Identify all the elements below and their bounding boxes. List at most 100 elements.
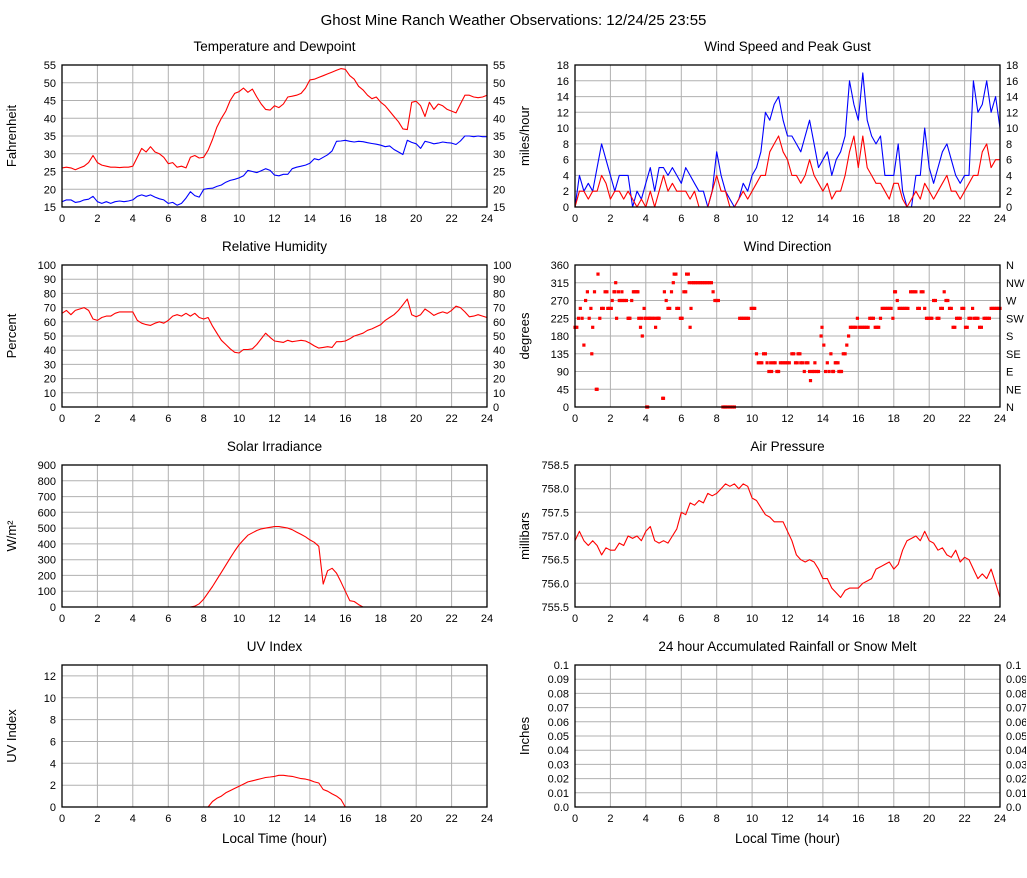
svg-text:300: 300 xyxy=(38,555,56,567)
svg-text:8: 8 xyxy=(714,413,720,425)
svg-text:700: 700 xyxy=(38,492,56,504)
svg-text:0: 0 xyxy=(50,402,56,414)
svg-text:12: 12 xyxy=(268,813,280,825)
svg-text:20: 20 xyxy=(493,374,505,386)
svg-text:55: 55 xyxy=(493,60,505,72)
svg-text:0.0: 0.0 xyxy=(554,802,569,814)
svg-text:757.5: 757.5 xyxy=(541,507,569,519)
svg-text:4: 4 xyxy=(1006,170,1012,182)
svg-text:70: 70 xyxy=(44,303,56,315)
svg-text:6: 6 xyxy=(165,413,171,425)
svg-text:Relative Humidity: Relative Humidity xyxy=(222,239,327,254)
svg-text:225: 225 xyxy=(551,313,569,325)
svg-text:0.04: 0.04 xyxy=(1006,745,1026,757)
svg-text:30: 30 xyxy=(44,149,56,161)
svg-text:18: 18 xyxy=(888,413,900,425)
svg-text:45: 45 xyxy=(557,384,569,396)
svg-text:12: 12 xyxy=(781,413,793,425)
svg-text:24: 24 xyxy=(994,813,1006,825)
svg-text:2: 2 xyxy=(50,780,56,792)
svg-text:18: 18 xyxy=(375,613,387,625)
svg-text:757.0: 757.0 xyxy=(541,531,569,543)
svg-text:60: 60 xyxy=(493,317,505,329)
svg-text:10: 10 xyxy=(44,388,56,400)
svg-text:50: 50 xyxy=(44,78,56,90)
svg-text:0: 0 xyxy=(572,213,578,225)
svg-text:60: 60 xyxy=(44,317,56,329)
chart-cell-wind-speed-gust: Wind Speed and Peak Gust 0 0 2 2 4 4 6 6 8 8 10 10 12… xyxy=(513,35,1026,235)
svg-text:N: N xyxy=(1006,260,1014,272)
svg-text:2: 2 xyxy=(94,813,100,825)
svg-text:18: 18 xyxy=(557,60,569,72)
svg-text:758.5: 758.5 xyxy=(541,460,569,472)
svg-text:18: 18 xyxy=(1006,60,1018,72)
svg-text:10: 10 xyxy=(233,813,245,825)
svg-text:0: 0 xyxy=(59,613,65,625)
svg-text:0: 0 xyxy=(493,402,499,414)
svg-text:UV Index: UV Index xyxy=(247,639,303,654)
svg-text:18: 18 xyxy=(888,613,900,625)
svg-text:200: 200 xyxy=(38,570,56,582)
svg-text:90: 90 xyxy=(44,274,56,286)
svg-text:4: 4 xyxy=(50,758,56,770)
svg-text:SE: SE xyxy=(1006,349,1021,361)
svg-text:24: 24 xyxy=(481,213,493,225)
svg-text:40: 40 xyxy=(44,345,56,357)
svg-text:0.01: 0.01 xyxy=(1006,788,1026,800)
svg-text:Local Time (hour): Local Time (hour) xyxy=(222,831,327,846)
svg-text:6: 6 xyxy=(165,813,171,825)
svg-text:756.5: 756.5 xyxy=(541,555,569,567)
svg-text:8: 8 xyxy=(563,139,569,151)
svg-text:20: 20 xyxy=(410,213,422,225)
svg-text:Wind Speed and Peak Gust: Wind Speed and Peak Gust xyxy=(704,39,871,54)
svg-text:4: 4 xyxy=(643,413,649,425)
svg-text:90: 90 xyxy=(493,274,505,286)
svg-text:24: 24 xyxy=(481,413,493,425)
svg-text:35: 35 xyxy=(44,131,56,143)
svg-text:22: 22 xyxy=(958,813,970,825)
svg-text:12: 12 xyxy=(781,613,793,625)
svg-text:15: 15 xyxy=(44,202,56,214)
svg-text:12: 12 xyxy=(781,213,793,225)
svg-text:8: 8 xyxy=(714,813,720,825)
svg-text:14: 14 xyxy=(557,92,569,104)
rainfall-chart: 24 hour Accumulated Rainfall or Snow Mel… xyxy=(517,639,1026,846)
svg-text:4: 4 xyxy=(643,813,649,825)
svg-text:24: 24 xyxy=(481,613,493,625)
svg-text:22: 22 xyxy=(445,613,457,625)
svg-text:4: 4 xyxy=(643,613,649,625)
svg-text:100: 100 xyxy=(493,260,511,272)
svg-text:6: 6 xyxy=(678,213,684,225)
svg-text:6: 6 xyxy=(50,736,56,748)
svg-text:Fahrenheit: Fahrenheit xyxy=(4,105,19,168)
solar-irradiance-chart: Solar Irradiance010020030040050060070080… xyxy=(4,439,493,625)
svg-text:0: 0 xyxy=(1006,202,1012,214)
svg-text:Local Time (hour): Local Time (hour) xyxy=(735,831,840,846)
svg-text:Solar Irradiance: Solar Irradiance xyxy=(227,439,322,454)
svg-text:8: 8 xyxy=(714,613,720,625)
svg-text:0.07: 0.07 xyxy=(1006,703,1026,715)
svg-text:0.05: 0.05 xyxy=(548,731,569,743)
svg-text:45: 45 xyxy=(44,96,56,108)
svg-text:12: 12 xyxy=(268,213,280,225)
svg-text:E: E xyxy=(1006,367,1013,379)
svg-text:22: 22 xyxy=(958,213,970,225)
svg-text:25: 25 xyxy=(493,167,505,179)
svg-text:8: 8 xyxy=(1006,139,1012,151)
svg-text:10: 10 xyxy=(44,693,56,705)
svg-text:0.01: 0.01 xyxy=(548,788,569,800)
svg-text:22: 22 xyxy=(958,413,970,425)
svg-text:12: 12 xyxy=(268,413,280,425)
svg-text:135: 135 xyxy=(551,349,569,361)
svg-text:12: 12 xyxy=(268,613,280,625)
svg-text:50: 50 xyxy=(493,78,505,90)
svg-text:0: 0 xyxy=(572,813,578,825)
svg-text:14: 14 xyxy=(304,413,316,425)
svg-text:6: 6 xyxy=(165,613,171,625)
svg-text:6: 6 xyxy=(1006,155,1012,167)
svg-text:24 hour Accumulated Rainfall o: 24 hour Accumulated Rainfall or Snow Mel… xyxy=(658,639,916,654)
svg-text:0.0: 0.0 xyxy=(1006,802,1021,814)
svg-text:16: 16 xyxy=(339,213,351,225)
svg-text:0: 0 xyxy=(563,402,569,414)
